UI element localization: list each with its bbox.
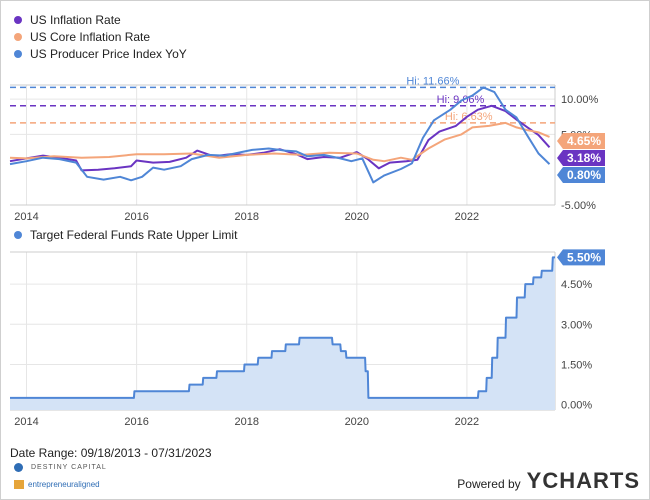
- x-tick-label: 2014: [14, 211, 38, 223]
- series-area: [10, 257, 555, 410]
- hi-label: Hi: 11.66%: [406, 75, 459, 87]
- legend-label: US Core Inflation Rate: [30, 30, 151, 44]
- x-tick-label: 2022: [455, 416, 479, 428]
- legend-top-item-0[interactable]: US Inflation Rate: [14, 13, 121, 27]
- legend-label: Target Federal Funds Rate Upper Limit: [30, 228, 238, 242]
- legend-label: US Inflation Rate: [30, 13, 121, 27]
- legend-dot-icon: [14, 231, 22, 239]
- x-tick-label: 2020: [345, 211, 369, 223]
- end-label-bg: [557, 150, 605, 166]
- legend-top-item-2[interactable]: US Producer Price Index YoY: [14, 47, 187, 61]
- end-label-text: 5.50%: [567, 250, 601, 264]
- end-label-text: 4.65%: [567, 134, 601, 148]
- series-line: [9, 86, 551, 184]
- ea-logo-text: entrepreneuraligned: [28, 480, 100, 489]
- entrepreneur-aligned-logo: entrepreneuraligned: [14, 480, 100, 489]
- x-tick-label: 2016: [124, 211, 148, 223]
- x-tick-label: 2018: [234, 416, 258, 428]
- hi-label: Hi: 6.63%: [445, 111, 493, 123]
- series-line: [9, 104, 551, 172]
- powered-by-text: Powered by: [457, 477, 521, 491]
- end-value-label: 0.80%: [557, 167, 605, 183]
- inflation-chart: 10.00%5.00%-5.00%20142016201820202022Hi:…: [9, 75, 605, 223]
- y-tick-label: 10.00%: [561, 94, 599, 106]
- legend-dot-icon: [14, 16, 22, 24]
- y-tick-label: 4.50%: [561, 279, 592, 291]
- y-tick-label: 1.50%: [561, 359, 592, 371]
- y-tick-label: 0.00%: [561, 400, 592, 412]
- x-tick-label: 2014: [14, 416, 38, 428]
- end-label-bg: [557, 249, 605, 266]
- end-value-label: 4.65%: [557, 133, 605, 149]
- ycharts-branding: Powered by YCHARTS: [457, 468, 640, 494]
- destiny-logo-text: DESTINY CAPITAL: [31, 464, 107, 471]
- series-line: [10, 256, 555, 399]
- legend-top-item-1[interactable]: US Core Inflation Rate: [14, 30, 150, 44]
- x-tick-label: 2016: [124, 416, 148, 428]
- x-tick-label: 2022: [455, 211, 479, 223]
- y-tick-label: 3.00%: [561, 319, 592, 331]
- end-label-text: 0.80%: [567, 168, 601, 182]
- fed-funds-chart: 4.50% 3.00% 1.50% 0.00% 2014 2016 2018 2020 2022…: [10, 249, 605, 428]
- series-line: [9, 121, 550, 163]
- destiny-capital-logo: DESTINY CAPITAL: [14, 463, 107, 472]
- end-label-bg: [557, 133, 605, 149]
- date-range: Date Range: 09/18/2013 - 07/31/2023: [10, 446, 212, 460]
- end-value-label: 3.18%: [557, 150, 605, 166]
- end-value-label: 5.50%: [557, 249, 605, 266]
- end-label-text: 3.18%: [567, 151, 601, 165]
- hi-label: Hi: 9.06%: [437, 94, 485, 106]
- ea-logo-icon: [14, 480, 24, 489]
- legend-dot-icon: [14, 33, 22, 41]
- destiny-logo-icon: [14, 463, 23, 472]
- legend-dot-icon: [14, 50, 22, 58]
- y-tick-label: -5.00%: [561, 200, 596, 212]
- x-tick-label: 2020: [345, 416, 369, 428]
- end-label-bg: [557, 167, 605, 183]
- ycharts-logo: YCHARTS: [526, 468, 640, 493]
- legend-label: US Producer Price Index YoY: [30, 47, 187, 61]
- legend-bottom-item-0[interactable]: Target Federal Funds Rate Upper Limit: [14, 228, 237, 242]
- x-tick-label: 2018: [234, 211, 258, 223]
